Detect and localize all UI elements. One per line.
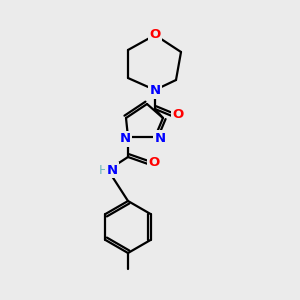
Text: O: O (149, 28, 161, 41)
Text: O: O (172, 109, 184, 122)
Text: N: N (106, 164, 118, 176)
Text: H: H (98, 164, 108, 176)
Text: N: N (154, 131, 166, 145)
Text: O: O (148, 157, 160, 169)
Text: N: N (149, 85, 161, 98)
Text: N: N (119, 133, 130, 146)
